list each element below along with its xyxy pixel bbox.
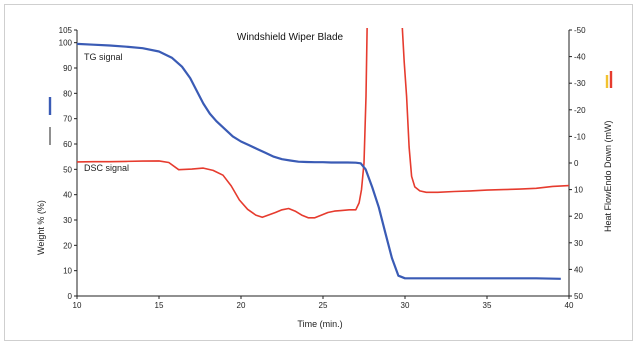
left-y-tick-label: 40 (63, 191, 72, 200)
x-axis-label: Time (min.) (297, 319, 342, 329)
right-y-axis-ticks: 50 40 30 20 10 0 -10 -20 -30 -40 -50 (569, 26, 586, 301)
chart-title: Windshield Wiper Blade (237, 32, 344, 43)
x-tick-label: 30 (401, 301, 410, 310)
x-axis-ticks: 10 15 20 25 30 35 40 (73, 296, 574, 310)
left-y-tick-label: 30 (63, 216, 72, 225)
left-y-tick-label: 60 (63, 140, 72, 149)
left-y-axis-ticks: 0 10 20 30 40 50 60 70 80 90 100 105 (59, 26, 77, 301)
right-y-tick-label: -10 (574, 132, 586, 141)
left-y-tick-label: 90 (63, 64, 72, 73)
right-y-tick-label: 40 (574, 265, 583, 274)
right-y-tick-label: 0 (574, 159, 579, 168)
right-y-tick-label: 50 (574, 292, 583, 301)
left-y-tick-label: 10 (63, 267, 72, 276)
left-y-axis-label: Weight % (%) (36, 200, 46, 255)
x-tick-label: 40 (565, 301, 574, 310)
right-y-tick-label: -50 (574, 26, 586, 35)
tg-signal-line (77, 42, 561, 280)
left-y-tick-label: 105 (59, 26, 73, 35)
right-y-tick-label: -30 (574, 79, 586, 88)
right-y-tick-label: 10 (574, 186, 583, 195)
dsc-signal-line (77, 28, 569, 219)
left-y-tick-label: 70 (63, 115, 72, 124)
x-tick-label: 10 (73, 301, 82, 310)
dsc-signal-label: DSC signal (84, 163, 129, 173)
left-y-tick-label: 100 (59, 39, 73, 48)
x-tick-label: 15 (155, 301, 164, 310)
left-y-tick-label: 20 (63, 241, 72, 250)
chart-frame (4, 4, 633, 341)
right-y-tick-label: 20 (574, 212, 583, 221)
right-y-axis-label-group: Heat FlowEndo Down (mW) (603, 71, 613, 232)
x-tick-label: 25 (319, 301, 328, 310)
left-y-tick-label: 0 (68, 292, 73, 301)
left-y-tick-label: 50 (63, 165, 72, 174)
left-y-tick-label: 80 (63, 89, 72, 98)
x-tick-label: 20 (237, 301, 246, 310)
right-y-tick-label: -40 (574, 53, 586, 62)
tg-signal-label: TG signal (84, 52, 123, 62)
right-y-tick-label: 30 (574, 239, 583, 248)
right-y-tick-label: -20 (574, 106, 586, 115)
left-y-axis-label-group: Weight % (%) (36, 97, 52, 255)
x-tick-label: 35 (483, 301, 492, 310)
right-y-axis-label: Heat FlowEndo Down (mW) (603, 120, 613, 232)
